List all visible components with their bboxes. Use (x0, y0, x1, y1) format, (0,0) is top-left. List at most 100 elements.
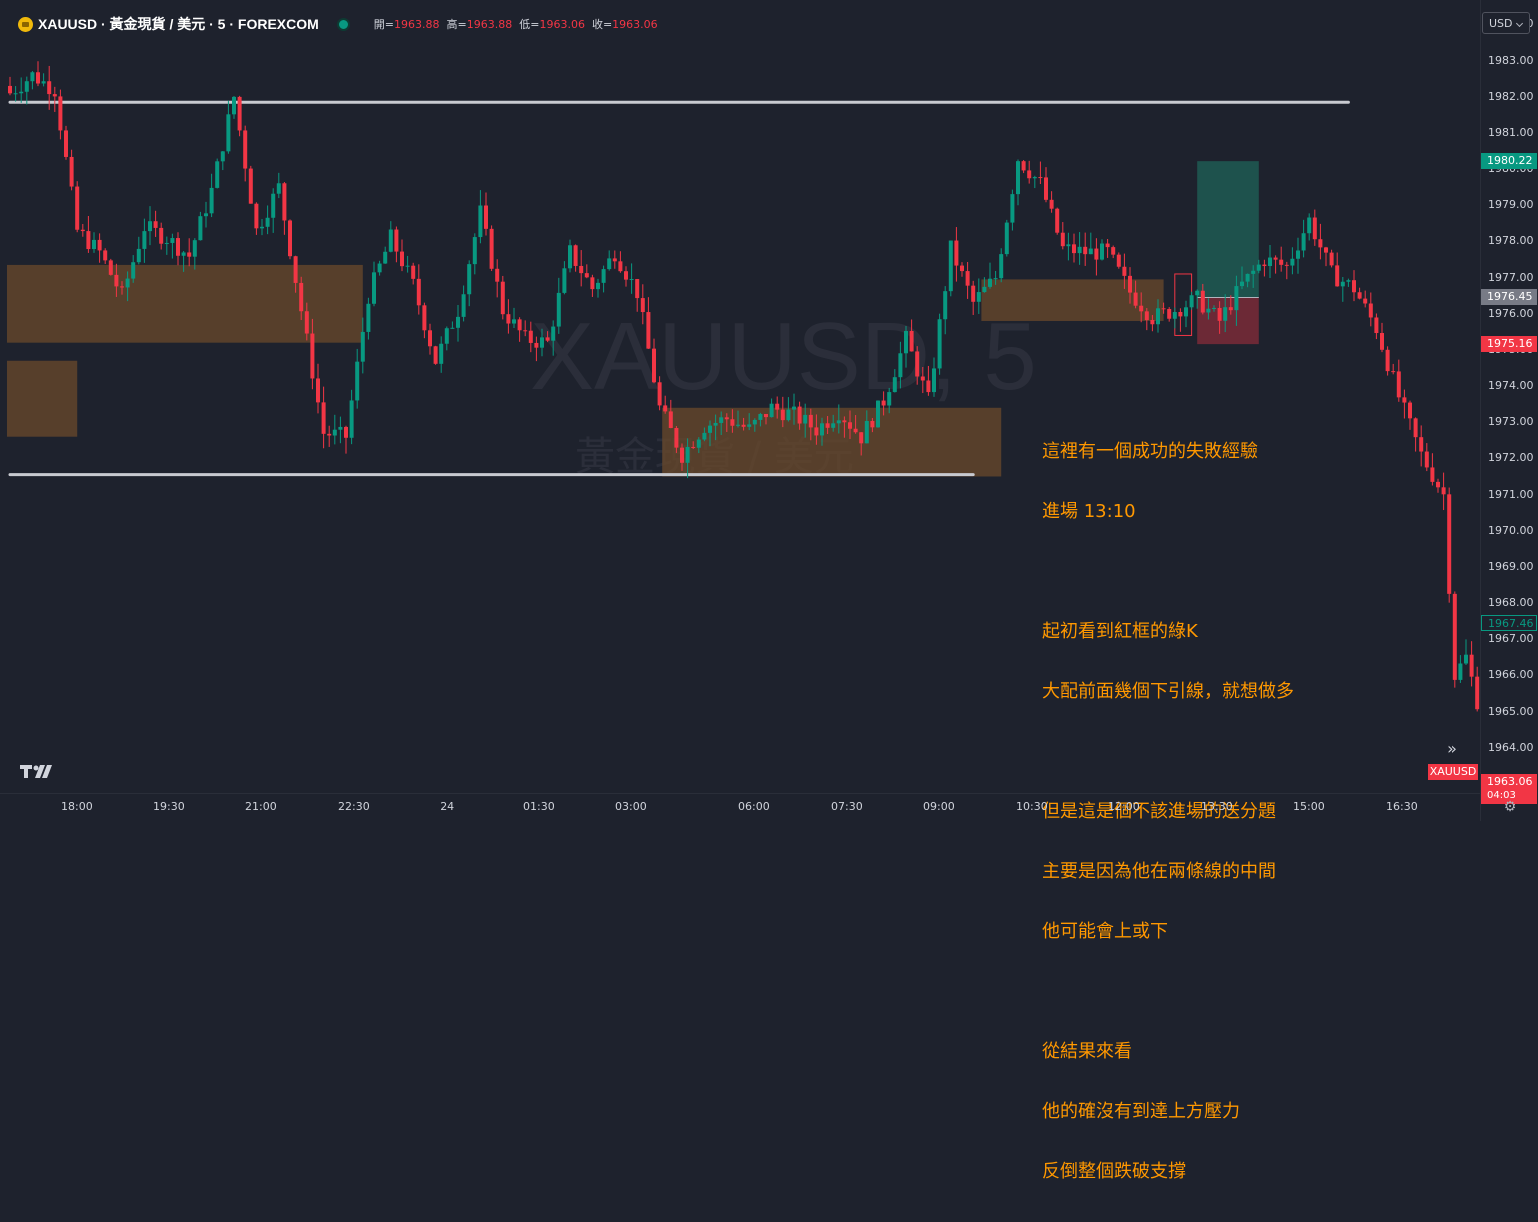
candle (176, 238, 180, 256)
candle (691, 446, 696, 448)
candle (736, 424, 740, 426)
candle (1312, 217, 1317, 240)
candle (271, 193, 276, 218)
candle (69, 156, 74, 187)
candle (988, 278, 992, 287)
note-line: 反倒整個跌破支撐 (1042, 1161, 1186, 1182)
candle (181, 252, 186, 256)
last-price-tag: 1963.06 04:03 (1481, 773, 1537, 804)
candle (1150, 320, 1155, 325)
candle (428, 330, 432, 347)
candle (1475, 676, 1480, 710)
candle (1116, 254, 1121, 267)
chart-canvas[interactable] (0, 0, 1480, 793)
candle (360, 331, 365, 362)
candle (1077, 246, 1082, 254)
candle (640, 298, 645, 313)
candle (612, 258, 617, 262)
candle (859, 432, 864, 444)
candle (19, 91, 24, 94)
candle (932, 368, 936, 393)
candle (1413, 418, 1418, 438)
time-tick-label: 15:00 (1293, 800, 1325, 813)
candle (1430, 467, 1435, 482)
candle (1206, 308, 1211, 313)
last-price-value: 1963.06 (1487, 774, 1533, 788)
time-tick-label: 03:00 (615, 800, 647, 813)
candle (596, 282, 600, 290)
candle (489, 228, 494, 269)
candle (1290, 258, 1295, 266)
candle (355, 361, 360, 401)
candle (1357, 292, 1362, 299)
candle (204, 213, 208, 217)
candle (814, 427, 819, 436)
time-axis[interactable]: 18:00 19:30 21:00 22:30 24 01:30 03:00 06:00 07:… (0, 793, 1480, 822)
candle (344, 426, 348, 438)
candle (52, 94, 57, 97)
candle (1111, 247, 1116, 255)
candle (338, 426, 343, 430)
ohlc-open: 開=1963.88 (373, 18, 440, 31)
gear-icon[interactable]: ⚙ (1503, 799, 1517, 815)
candle (825, 423, 830, 428)
candle (1088, 248, 1093, 255)
candle (506, 314, 511, 324)
candle (1469, 654, 1474, 677)
candle (299, 282, 304, 312)
symbol-legend[interactable]: XAUUSD · 黃金現貨 / 美元 · 5 · FOREXCOM 開=1963… (18, 14, 665, 34)
chart-plot-area[interactable]: XAUUSD, 5 黃金現貨 / 美元 XAUUSD · 黃金現貨 / 美元 ·… (0, 0, 1480, 1182)
candle (24, 81, 29, 92)
candle (1178, 311, 1183, 317)
time-tick-label: 07:30 (831, 800, 863, 813)
trading-chart[interactable]: XAUUSD, 5 黃金現貨 / 美元 XAUUSD · 黃金現貨 / 美元 ·… (0, 0, 1538, 1182)
price-tick-label: 1973.00 (1488, 415, 1534, 429)
candle (937, 319, 942, 369)
candle (1307, 217, 1312, 234)
candle (265, 217, 270, 227)
candle (786, 409, 791, 421)
candle (500, 281, 505, 315)
candle (388, 229, 393, 252)
candle (657, 382, 662, 406)
currency-selector[interactable]: USD (1482, 12, 1530, 34)
candle (904, 330, 908, 354)
market-status-icon[interactable] (336, 17, 350, 31)
scroll-to-realtime-button[interactable]: » (1438, 736, 1466, 762)
candle (282, 183, 287, 221)
candle (1458, 663, 1463, 680)
candle (1021, 161, 1026, 171)
candle (590, 277, 595, 290)
candle (708, 425, 712, 433)
candle (601, 269, 606, 283)
candle (568, 245, 572, 269)
candle (1189, 295, 1194, 308)
candle (1217, 307, 1222, 321)
candle (685, 446, 690, 463)
candle (1391, 371, 1396, 373)
candle (909, 330, 914, 352)
candle (702, 432, 707, 440)
candle (534, 342, 539, 348)
candle (579, 265, 584, 274)
time-tick-label: 06:00 (738, 800, 770, 813)
note-line: 他的確沒有到達上方壓力 (1042, 1101, 1240, 1122)
candle (1329, 252, 1334, 266)
price-tick-label: 1978.00 (1488, 234, 1534, 248)
symbol-title[interactable]: XAUUSD · 黃金現貨 / 美元 · 5 · FOREXCOM (38, 16, 319, 32)
candle (1452, 593, 1457, 680)
price-tick-label: 1982.00 (1488, 89, 1534, 103)
candle (808, 414, 813, 428)
price-axis[interactable]: 1984.001983.001982.001981.001980.001979.… (1480, 0, 1538, 821)
price-tick-label: 1977.00 (1488, 270, 1534, 284)
candle (411, 265, 416, 279)
candle (86, 231, 91, 250)
candle (864, 420, 869, 444)
tradingview-logo-icon[interactable] (20, 762, 52, 780)
candle (304, 311, 309, 334)
candle (1464, 654, 1468, 664)
candle (1273, 257, 1278, 260)
candle (562, 268, 567, 293)
candle (842, 420, 847, 423)
candle (680, 447, 684, 463)
